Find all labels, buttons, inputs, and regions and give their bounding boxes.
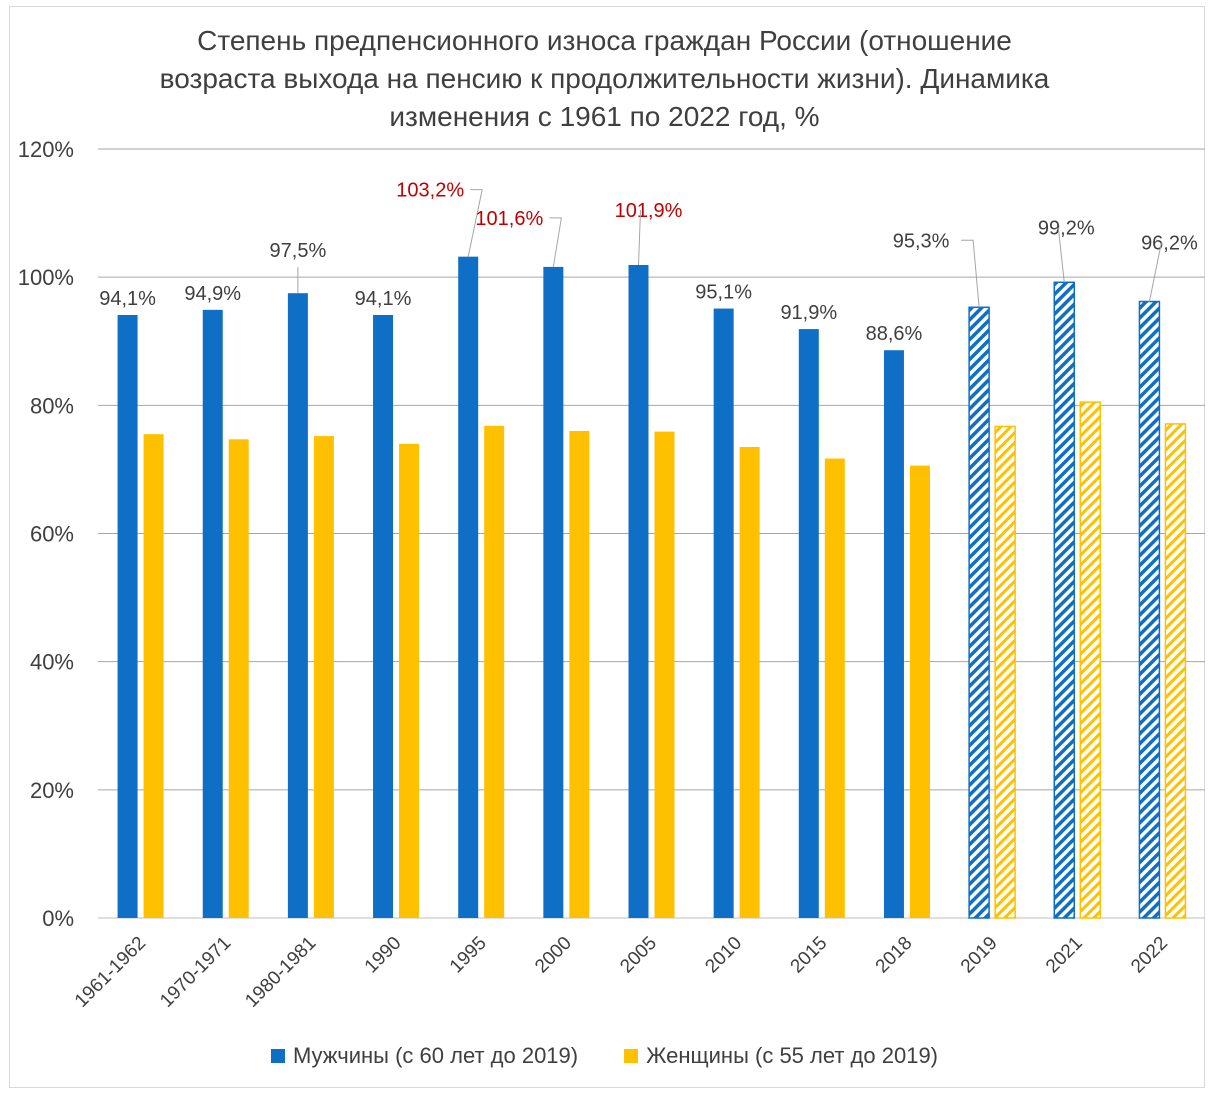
data-label-leader — [961, 239, 980, 308]
data-label-men: 103,2% — [396, 180, 464, 202]
data-label-men: 91,9% — [780, 302, 837, 324]
bar-women — [654, 431, 675, 918]
bar-women — [1079, 401, 1102, 919]
bar-men — [373, 314, 394, 918]
y-tick-label: 0% — [42, 906, 74, 931]
data-label-men: 94,9% — [184, 283, 241, 305]
data-label-men: 96,2% — [1141, 233, 1198, 255]
bar-women — [569, 430, 590, 918]
bar-men — [883, 350, 904, 918]
legend-label-men: Мужчины (с 60 лет до 2019) — [292, 1043, 579, 1068]
legend-swatch-women — [624, 1049, 639, 1063]
bar-women — [143, 434, 164, 918]
bars-layer — [117, 256, 1187, 919]
bar-men — [1138, 300, 1161, 919]
y-tick-label: 20% — [30, 778, 74, 803]
bar-men — [458, 256, 479, 918]
x-tick-label: 1970-1971 — [156, 933, 235, 1012]
legend: Мужчины (с 60 лет до 2019) Женщины (с 55… — [0, 1043, 1209, 1069]
data-label-leader — [1057, 227, 1065, 283]
bar-women — [399, 443, 420, 918]
y-tick-label: 40% — [30, 650, 74, 675]
x-tick-label: 2018 — [872, 933, 917, 978]
bar-women — [994, 425, 1016, 919]
bar-men — [798, 329, 819, 918]
bar-women — [739, 446, 760, 918]
data-label-men: 88,6% — [866, 323, 923, 345]
bar-women — [1164, 423, 1187, 919]
data-label-leader — [549, 217, 562, 267]
data-label-men: 101,6% — [475, 208, 543, 230]
bar-women — [909, 465, 930, 918]
bar-chart: 0% 20% 40% 60% 80% 100% 120% 94,1% 1961-1962 94,9… — [18, 137, 1205, 1012]
bar-men — [287, 293, 308, 918]
data-label-leader — [1148, 242, 1162, 302]
y-tick-label: 100% — [18, 265, 74, 290]
legend-item-women: Женщины (с 55 лет до 2019) — [624, 1043, 938, 1069]
data-label-men: 101,9% — [615, 200, 683, 222]
x-tick-label: 1990 — [361, 933, 406, 978]
x-tick-label: 2019 — [957, 933, 1002, 978]
y-tick-label: 120% — [18, 137, 74, 162]
legend-swatch-men — [270, 1049, 285, 1063]
bar-women — [824, 458, 845, 918]
bar-women — [484, 425, 505, 918]
data-label-leader — [638, 209, 641, 266]
bar-men — [1053, 281, 1076, 919]
x-tick-label: 1995 — [446, 933, 491, 978]
labels-layer: 0% 20% 40% 60% 80% 100% 120% 94,1% 1961-1962 94,9… — [18, 137, 1198, 1012]
chart-title-line-2: возраста выхода на пенсию к продолжитель… — [159, 63, 1050, 94]
chart-title-line-1: Степень предпенсионного износа граждан Р… — [197, 25, 1012, 56]
bar-women — [313, 436, 334, 918]
x-tick-label: 2022 — [1127, 933, 1172, 978]
legend-label-women: Женщины (с 55 лет до 2019) — [646, 1043, 939, 1068]
data-label-men: 94,1% — [355, 288, 412, 310]
grid-layer — [98, 148, 1205, 919]
data-label-leader — [467, 189, 483, 257]
x-tick-label: 2005 — [616, 933, 661, 978]
x-tick-label: 1980-1981 — [241, 933, 320, 1012]
x-tick-label: 1961-1962 — [71, 933, 150, 1012]
data-label-men: 95,3% — [893, 230, 950, 252]
bar-men — [628, 264, 649, 918]
data-label-men: 94,1% — [99, 288, 156, 310]
data-label-men: 97,5% — [270, 240, 327, 262]
bar-men — [202, 309, 223, 919]
x-tick-label: 2010 — [701, 933, 746, 978]
data-label-men: 95,1% — [695, 282, 752, 304]
bar-men — [117, 314, 138, 918]
bar-men — [543, 266, 564, 918]
legend-item-men: Мужчины (с 60 лет до 2019) — [270, 1043, 579, 1069]
x-tick-label: 2000 — [531, 933, 576, 978]
chart-title-line-3: изменения с 1961 по 2022 год, % — [389, 101, 820, 132]
x-tick-label: 2015 — [787, 933, 832, 978]
y-tick-label: 60% — [30, 522, 74, 547]
chart-title: Степень предпенсионного износа граждан Р… — [0, 22, 1209, 136]
bar-men — [713, 308, 734, 918]
bar-men — [968, 306, 990, 919]
x-tick-label: 2021 — [1042, 933, 1087, 978]
data-label-men: 99,2% — [1038, 217, 1095, 239]
y-tick-label: 80% — [30, 393, 74, 418]
bar-women — [228, 439, 249, 918]
